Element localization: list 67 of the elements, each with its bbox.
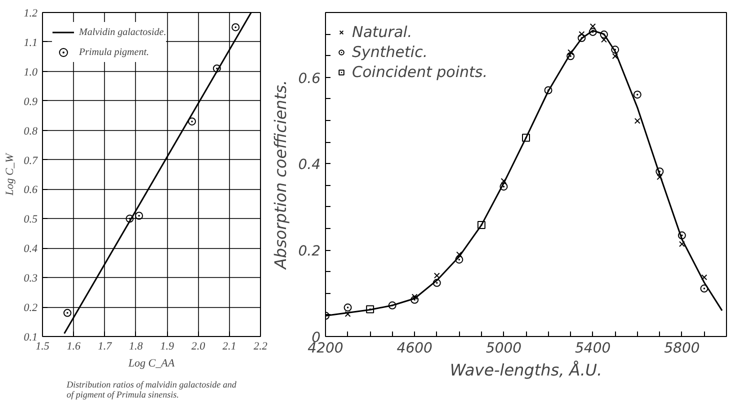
point — [344, 304, 352, 312]
point — [63, 308, 72, 317]
legend-label: Natural. — [352, 23, 412, 41]
point — [588, 28, 597, 36]
point — [600, 30, 608, 39]
point — [232, 23, 240, 32]
y-tick-label: 1.1 — [24, 36, 38, 49]
point — [633, 90, 642, 99]
point — [412, 294, 418, 300]
x-tick-label: 5800 — [664, 340, 700, 356]
y-tick-label: 0.6 — [298, 70, 321, 87]
y-tick-label: 0.1 — [24, 332, 38, 344]
point — [477, 221, 486, 230]
point — [366, 305, 374, 314]
y-tick-label: 1.0 — [24, 66, 38, 78]
x-tick-label: 2.1 — [222, 340, 236, 352]
x-tick-label: 5000 — [486, 340, 522, 356]
y-tick-label: 0.2 — [24, 302, 38, 314]
y-tick-label: 0.8 — [24, 125, 38, 138]
point — [544, 86, 552, 94]
x-tick-label: 1.8 — [129, 340, 144, 352]
y-axis-title: Log C_W — [4, 152, 16, 196]
y-tick-label: 0.7 — [24, 154, 38, 167]
text: Distribution ratios of malvidin galactoside and of pigment of Primula sinensis. — [66, 380, 237, 400]
point — [500, 178, 507, 184]
y-tick-label: 0.9 — [24, 96, 38, 108]
x-tick-label: 1.6 — [66, 340, 82, 352]
point — [388, 301, 396, 310]
legend-label: Malvidin galactoside. — [79, 26, 166, 39]
x-tick-label: 4600 — [396, 340, 433, 356]
point — [701, 274, 708, 280]
y-axis-title: Absorption coefficients. — [271, 80, 290, 270]
point — [566, 52, 575, 60]
point — [410, 296, 419, 304]
point — [678, 231, 686, 240]
point — [590, 23, 596, 30]
point — [656, 167, 664, 176]
y-tick-label: 0.3 — [24, 272, 38, 285]
y-tick-label: 0.6 — [24, 184, 38, 196]
x-axis-title: Wave-lengths, Å.U. — [450, 360, 602, 380]
legend-label: Coincident points. — [352, 63, 488, 81]
point — [612, 53, 618, 60]
point — [656, 174, 663, 180]
y-tick-label: 0.4 — [298, 157, 320, 174]
point — [678, 241, 685, 248]
x-tick-label: 2.2 — [254, 340, 268, 352]
point — [578, 34, 586, 42]
x-tick-label: 1.9 — [160, 340, 174, 352]
point — [522, 134, 530, 142]
legend-label: Primula pigment. — [79, 46, 149, 59]
y-tick-label: 1.2 — [24, 8, 38, 20]
point — [432, 278, 441, 287]
point — [611, 46, 620, 54]
y-tick-label: 0.2 — [298, 244, 321, 260]
y-tick-label: 0.4 — [24, 243, 38, 256]
x-tick-label: 5400 — [575, 340, 611, 356]
point — [500, 182, 508, 191]
point — [344, 311, 351, 318]
x-axis-title: Log C_AA — [127, 358, 175, 370]
point — [434, 272, 440, 279]
point — [700, 284, 708, 293]
x-tick-label: 1.5 — [36, 340, 50, 352]
y-tick-label: 0.5 — [24, 214, 38, 226]
point — [634, 118, 640, 124]
x-tick-label: 2.0 — [191, 340, 206, 352]
legend-label: Synthetic. — [352, 43, 428, 61]
x-tick-label: 1.7 — [98, 340, 112, 352]
